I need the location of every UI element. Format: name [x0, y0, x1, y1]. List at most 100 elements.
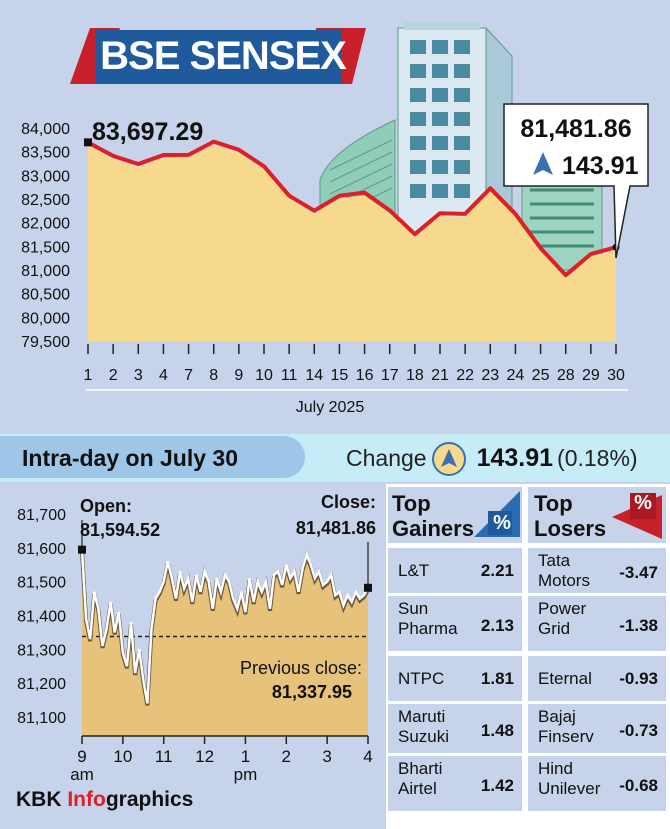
close-value: 81,481.86: [296, 518, 376, 538]
x-tick-label: 4: [159, 367, 168, 384]
footer-part3: graphics: [105, 788, 194, 811]
last-value-label: 81,481.86: [520, 115, 631, 143]
x-tick-label: 17: [381, 367, 399, 384]
losers-row: Tata Motors -3.47: [528, 548, 666, 593]
monthly-chart: 84,000 83,500 83,000 82,500 82,000 81,500 81,0…: [21, 22, 649, 416]
y-tick-label: 81,700: [17, 507, 66, 524]
company-name: Bharti: [398, 759, 443, 778]
data-point: [161, 153, 165, 157]
x-tick-label: 11: [155, 747, 173, 766]
x-tick-sublabel: pm: [234, 765, 258, 784]
data-point: [287, 194, 291, 198]
losers-row: Eternal -0.93: [528, 656, 666, 701]
percent-change: -1.38: [619, 615, 658, 635]
previous-close-value: 81,337.95: [272, 682, 352, 702]
open-value: 81,594.52: [80, 520, 160, 540]
close-marker: [364, 583, 372, 592]
open-label: Open:: [80, 496, 132, 516]
x-tick-label: 2: [282, 747, 291, 766]
intraday-area: [82, 549, 368, 736]
x-tick-label: 29: [582, 367, 600, 384]
data-point: [438, 211, 442, 215]
series-line: [87, 139, 617, 278]
data-point: [337, 194, 341, 198]
x-tick-label: 10: [113, 747, 132, 766]
title-banner: [70, 28, 366, 84]
y-tick-label: 81,300: [17, 642, 66, 659]
data-point: [237, 148, 241, 152]
x-tick-label: 1: [241, 747, 250, 766]
change-summary: Change 143.91 (0.18%): [346, 440, 638, 476]
y-tick-label: 81,100: [17, 710, 66, 727]
company-name: Hind: [538, 759, 573, 778]
x-tick-label: 24: [507, 367, 525, 384]
company-name: Maruti: [398, 707, 446, 726]
start-marker: [84, 138, 92, 147]
data-point: [262, 164, 266, 168]
data-point: [187, 153, 191, 157]
y-tick-label: 82,000: [21, 216, 70, 233]
area-fill: [88, 144, 616, 341]
percent-change: -0.73: [619, 720, 658, 740]
losers-row: Bajaj Finserv -0.73: [528, 704, 666, 753]
page-title: BSE SENSEX: [100, 34, 347, 78]
company-name: Eternal: [538, 668, 592, 688]
company-name-line2: Motors: [538, 571, 590, 590]
company-name-line2: Pharma: [398, 619, 458, 638]
losers-title-line1: Top: [534, 491, 573, 516]
x-tick-label: 3: [134, 367, 143, 384]
gainers-row: Maruti Suzuki 1.48: [388, 704, 522, 753]
y-tick-label: 82,500: [21, 192, 70, 209]
open-marker: [78, 545, 86, 554]
up-arrow-icon: [432, 442, 466, 476]
y-tick-label: 81,200: [17, 676, 66, 693]
losers-title-line2: Losers: [534, 516, 607, 541]
up-arrow-icon: [533, 152, 553, 175]
company-name: Tata: [538, 551, 571, 570]
percent-change: 2.13: [480, 615, 514, 635]
x-tick-label: 9: [77, 747, 86, 766]
data-point: [513, 212, 517, 216]
data-point: [388, 208, 392, 212]
x-tick-label: 22: [456, 367, 474, 384]
gainers-percent-icon: [474, 491, 520, 537]
x-tick-label: 16: [356, 367, 374, 384]
company-name-line2: Finserv: [538, 727, 594, 746]
x-tick-label: 10: [255, 367, 273, 384]
change-percent: (0.18%): [557, 445, 638, 471]
previous-close-label: Previous close:: [240, 658, 362, 678]
intraday-line: [80, 549, 370, 704]
x-tick-label: 25: [532, 367, 550, 384]
x-tick-label: 3: [322, 747, 331, 766]
first-value-label: 83,697.29: [92, 118, 203, 146]
x-tick-label: 28: [557, 367, 575, 384]
percent-change: -0.68: [619, 775, 658, 795]
gainers-badge: %: [493, 512, 511, 534]
gainers-row: NTPC 1.81: [388, 656, 522, 701]
y-tick-label: 81,500: [21, 239, 70, 256]
y-tick-label: 80,000: [21, 310, 70, 327]
y-tick-label: 79,500: [21, 334, 70, 351]
gainers-title-line2: Gainers: [392, 516, 474, 541]
change-value: 143.91: [476, 444, 554, 472]
footer-part1: KBK: [16, 788, 68, 811]
company-name-line2: Suzuki: [398, 727, 450, 746]
x-tick-label: 2: [109, 367, 118, 384]
data-point: [564, 273, 568, 277]
section-title: Intra-day on July 30: [22, 445, 239, 471]
x-tick-label: 11: [281, 367, 298, 384]
data-point: [488, 186, 492, 190]
y-tick-label: 81,500: [17, 575, 66, 592]
percent-change: -3.47: [619, 562, 658, 582]
gainers-title-line1: Top: [392, 491, 431, 516]
x-tick-label: 23: [481, 367, 499, 384]
gainers-row: Sun Pharma 2.13: [388, 596, 522, 651]
company-name: Power: [538, 599, 587, 618]
company-name: Bajaj: [538, 707, 576, 726]
data-point: [212, 140, 216, 144]
x-tick-label: 14: [305, 367, 323, 384]
data-point: [111, 154, 115, 158]
x-tick-label: 12: [195, 747, 214, 766]
close-label: Close:: [321, 492, 376, 512]
gainers-row: L&T 2.21: [388, 548, 522, 593]
